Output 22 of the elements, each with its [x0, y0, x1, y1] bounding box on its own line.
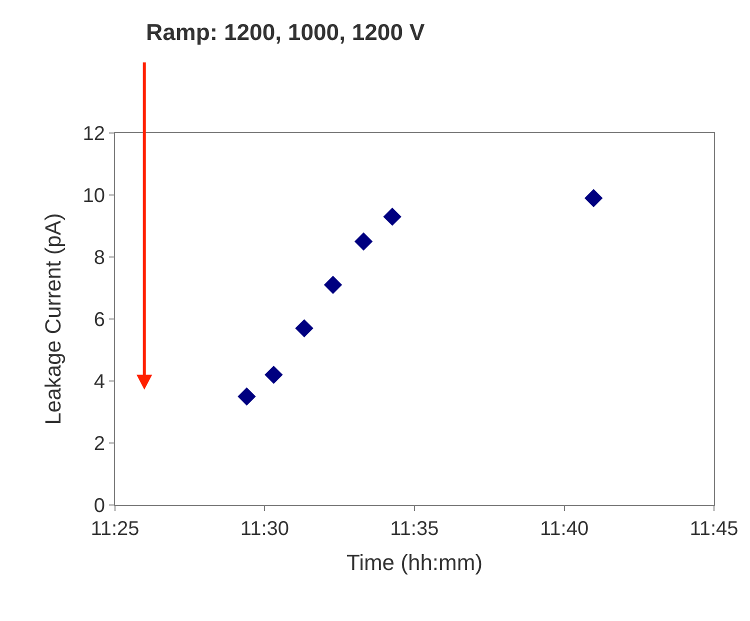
x-tick-label: 11:35 [390, 518, 439, 540]
y-tick-label: 12 [82, 123, 105, 145]
point [383, 208, 402, 226]
point [264, 366, 283, 384]
x-tick-label: 11:45 [690, 518, 738, 540]
point [354, 232, 373, 251]
x-tick-label: 11:25 [90, 518, 140, 540]
y-tick-label: 4 [94, 371, 105, 393]
y-tick-label: 6 [94, 309, 105, 331]
y-axis-title: Leakage Current (pA) [40, 213, 66, 425]
text: Ramp: 1200, 1000, 1200 V [146, 19, 426, 45]
point [238, 387, 256, 406]
point [295, 319, 314, 338]
y-tick-label: 8 [94, 247, 105, 269]
x-tick-label: 11:40 [540, 518, 589, 540]
y-tick-label: 2 [94, 433, 105, 455]
y-tick-label: 0 [94, 495, 105, 517]
point [324, 276, 342, 294]
x-tick-label: 11:30 [240, 518, 289, 540]
x-axis-title: Time (hh:mm) [346, 550, 483, 575]
y-tick-label: 10 [82, 185, 105, 207]
point [584, 189, 603, 208]
